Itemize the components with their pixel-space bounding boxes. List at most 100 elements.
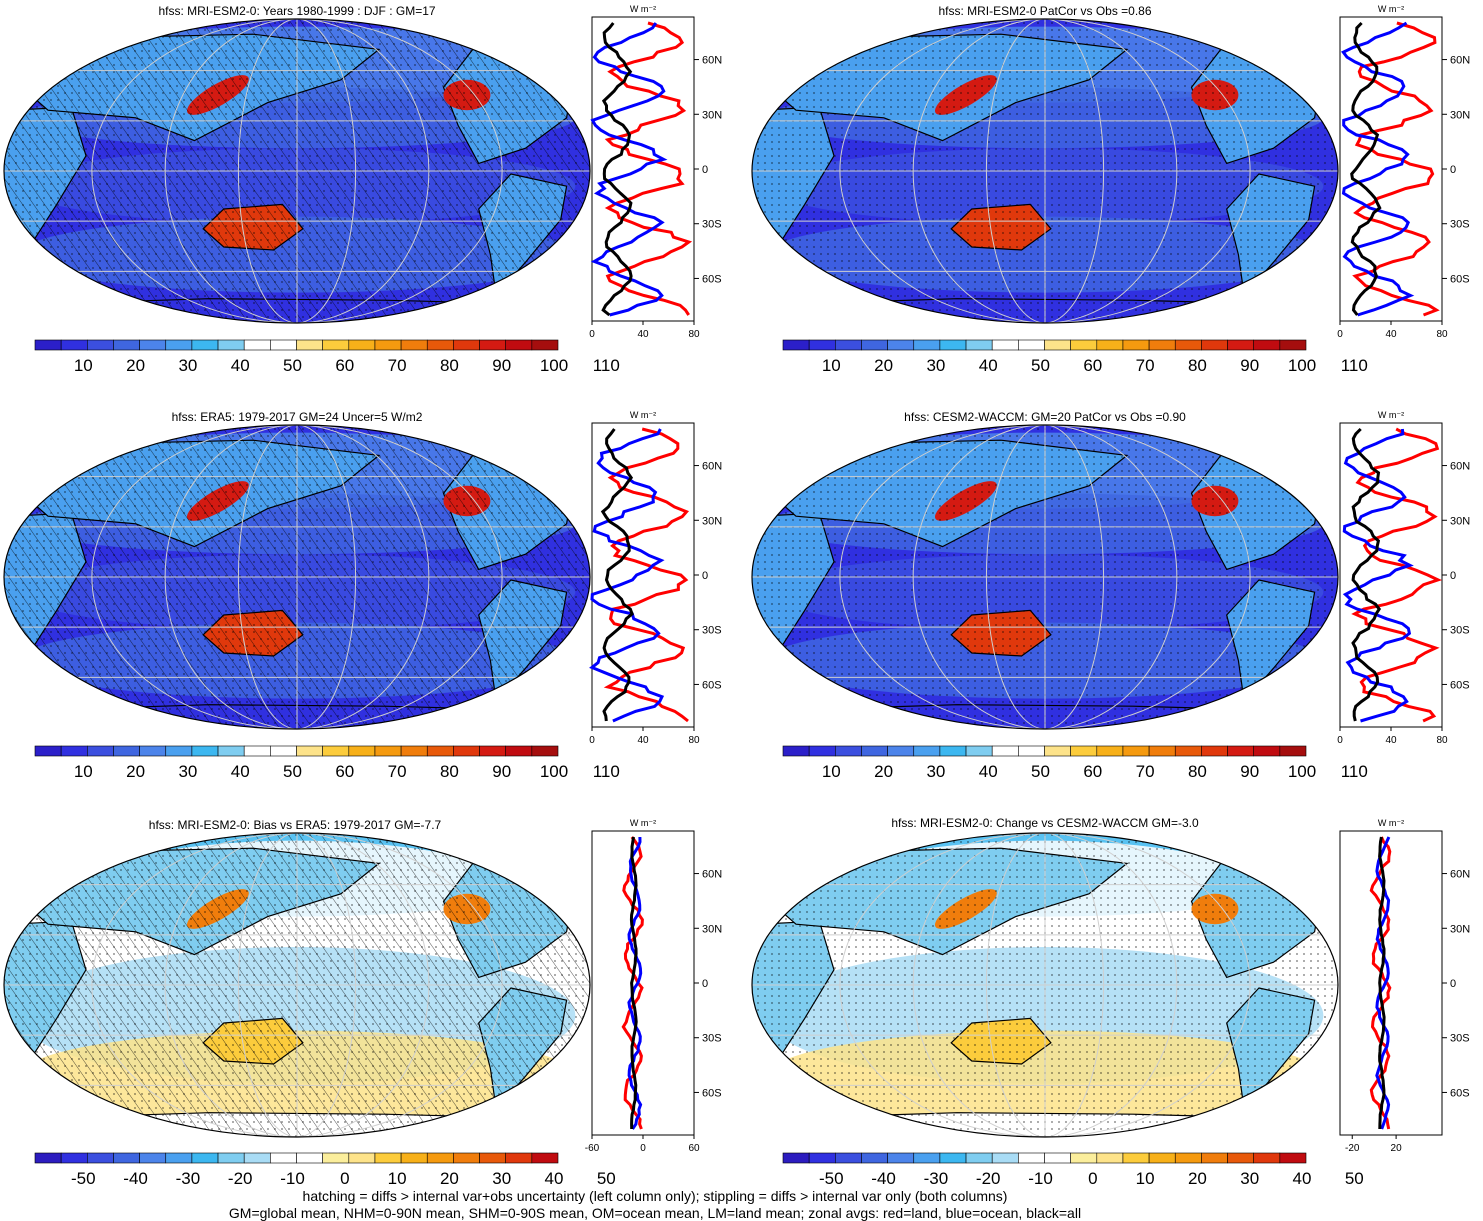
colorbar-swatch [60, 1152, 88, 1164]
colorbar-swatch [1018, 339, 1045, 351]
panel-title-5: hfss: MRI-ESM2-0: Bias vs ERA5: 1979-201… [148, 818, 442, 832]
colorbar-label: 50 [283, 762, 302, 781]
footer-note-means: GM=global mean, NHM=0-90N mean, SHM=0-90… [228, 1205, 1082, 1221]
profile-ytick: 60S [1450, 679, 1470, 691]
profile-ocean-curve [1342, 428, 1414, 723]
graticule [752, 833, 1338, 1137]
profile-ytick: 60N [702, 869, 722, 881]
colorbar-swatch [165, 1152, 193, 1164]
profile-land-curve [603, 427, 690, 723]
graticule [752, 19, 1338, 323]
colorbar-swatch [34, 339, 62, 351]
colorbar-swatch [270, 1152, 297, 1164]
profile-land-curve [1352, 21, 1440, 317]
colorbar-label: 30 [492, 1169, 511, 1188]
colorbar-swatch [782, 1152, 810, 1164]
colorbar-swatch [1096, 339, 1124, 351]
colorbar-swatch [243, 745, 271, 757]
profile-xtick: 20 [1391, 1143, 1403, 1154]
colorbar-label: 30 [926, 762, 945, 781]
colorbar-swatch [296, 1152, 323, 1164]
colorbar-swatch [1018, 1152, 1045, 1164]
colorbar-label: 80 [440, 356, 459, 375]
colorbar-label: 20 [126, 762, 145, 781]
profile-all-curve [601, 22, 633, 317]
profile-ytick: 30S [1450, 625, 1470, 637]
zonal-profile-1: W m⁻² 60N 30N 0 30S 60S 0 40 80 [589, 4, 722, 340]
colorbar-label: 100 [540, 356, 568, 375]
colorbar-swatch [834, 1152, 862, 1164]
map-field-3 [4, 425, 590, 729]
profile-xtick: -20 [1345, 1143, 1360, 1154]
profile-xtick: -60 [585, 1143, 600, 1154]
colorbar-swatch [991, 339, 1019, 351]
colorbar-label: -50 [819, 1169, 844, 1188]
colorbar-label: 40 [231, 762, 250, 781]
colorbar-swatch [1253, 1152, 1281, 1164]
colorbar-swatch [453, 745, 480, 757]
profile-unit: W m⁻² [630, 818, 656, 828]
colorbar-label: 20 [126, 356, 145, 375]
colorbar-1: 10 20 30 40 50 60 70 80 90 100 110 [34, 339, 620, 375]
colorbar-swatch [296, 745, 323, 757]
colorbar-swatch [808, 339, 836, 351]
profile-ytick: 60N [1450, 869, 1470, 881]
colorbar-swatch [165, 745, 193, 757]
zonal-profile-3: W m⁻² 60N 30N 0 30S 60S 0 40 80 [589, 410, 722, 746]
colorbar-swatch [139, 1152, 167, 1164]
colorbar-swatch [1279, 745, 1307, 757]
colorbar-swatch [782, 745, 810, 757]
colorbar-label: 90 [492, 762, 511, 781]
colorbar-swatch [1044, 339, 1071, 351]
profile-ytick: 60N [702, 55, 722, 67]
colorbar-label: -20 [976, 1169, 1001, 1188]
profile-all-curve [629, 836, 638, 1130]
panel-6: -50 -40 -30 -20 -10 0 10 20 30 40 50 W m⁻² 60N 30N 0 30… [751, 818, 1470, 1188]
colorbar-label: 50 [1031, 762, 1050, 781]
colorbar-swatch [400, 339, 428, 351]
profile-ytick: 0 [702, 978, 708, 990]
profile-xtick: 40 [1385, 329, 1397, 340]
colorbar-swatch [861, 745, 888, 757]
profile-ytick: 60S [702, 679, 722, 691]
colorbar-label: 60 [1083, 356, 1102, 375]
colorbar-label: 100 [1288, 356, 1316, 375]
footer-note-hatching: hatching = diffs > internal var+obs unce… [302, 1188, 1008, 1204]
profile-ytick: 30N [702, 923, 722, 935]
colorbar-label: 60 [335, 762, 354, 781]
profile-ytick: 30S [1450, 219, 1470, 231]
colorbar-5: -50 -40 -30 -20 -10 0 10 20 30 40 50 [34, 1152, 616, 1188]
graticule [752, 425, 1338, 729]
colorbar-swatch [1227, 1152, 1255, 1164]
profile-ytick: 30S [702, 1033, 722, 1045]
colorbar-swatch [426, 745, 454, 757]
colorbar-label: 10 [388, 1169, 407, 1188]
colorbar-swatch [1044, 1152, 1071, 1164]
colorbar-swatch [479, 339, 506, 351]
profile-all-curve [1351, 427, 1382, 722]
colorbar-label: -40 [123, 1169, 148, 1188]
colorbar-label: 40 [1293, 1169, 1312, 1188]
profile-ytick: 0 [1450, 978, 1456, 990]
colorbar-swatch [965, 745, 993, 757]
colorbar-swatch [243, 339, 271, 351]
colorbar-label: 110 [1341, 356, 1368, 375]
colorbar-swatch [113, 339, 140, 351]
colorbar-swatch [1279, 1152, 1307, 1164]
colorbar-swatch [505, 745, 533, 757]
colorbar-swatch [887, 339, 915, 351]
colorbar-swatch [87, 745, 114, 757]
colorbar-swatch [34, 745, 62, 757]
colorbar-swatch [1122, 339, 1150, 351]
colorbar-swatch [400, 1152, 428, 1164]
colorbar-swatch [217, 745, 245, 757]
profile-ocean-curve [589, 428, 665, 723]
colorbar-swatch [374, 339, 402, 351]
profile-ytick: 60N [1450, 55, 1470, 67]
colorbar-swatch [453, 339, 480, 351]
colorbar-swatch [1201, 1152, 1228, 1164]
colorbar-label: 100 [540, 762, 568, 781]
colorbar-swatch [139, 745, 167, 757]
colorbar-label: -10 [1028, 1169, 1053, 1188]
colorbar-swatch [217, 1152, 245, 1164]
